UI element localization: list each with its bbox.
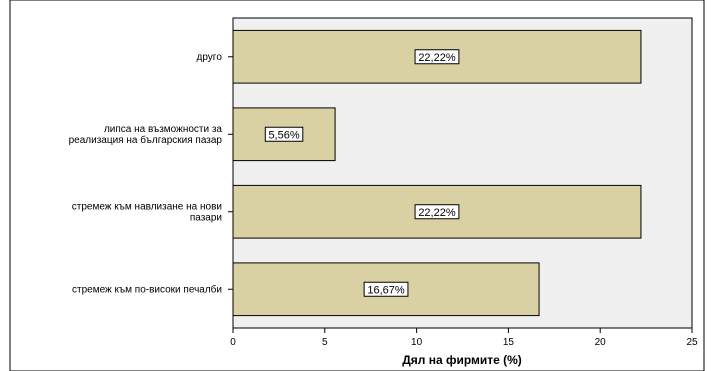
category-label: липса на възможности за xyxy=(104,124,222,135)
data-label-box xyxy=(363,281,409,297)
category-label: стремеж към навлизане на нови xyxy=(72,201,222,212)
x-tick-label: 25 xyxy=(686,337,698,348)
data-label: 16,67% xyxy=(367,284,405,296)
data-label: 22,22% xyxy=(418,52,456,64)
x-tick-label: 10 xyxy=(411,337,423,348)
category-label: реализация на българския пазар xyxy=(69,134,223,146)
x-tick-label: 5 xyxy=(322,337,328,348)
x-tick-label: 0 xyxy=(230,337,236,348)
bars-group: 22,22% 5,56% 22,22% 16,67% xyxy=(232,29,642,317)
data-label-box xyxy=(414,204,460,220)
category-label: другo xyxy=(197,52,223,63)
x-axis: 0 5 10 15 20 25 xyxy=(230,328,698,348)
data-label: 22,22% xyxy=(418,207,456,219)
category-label: стремеж към по-високи печалби xyxy=(72,283,222,295)
data-label-box xyxy=(264,126,304,142)
x-tick-label: 15 xyxy=(503,337,515,348)
x-tick-label: 20 xyxy=(595,337,607,348)
category-label: пазари xyxy=(190,212,222,223)
x-axis-title: Дял на фирмите (%) xyxy=(402,353,522,367)
data-label-box xyxy=(414,49,460,65)
data-label: 5,56% xyxy=(268,129,299,141)
